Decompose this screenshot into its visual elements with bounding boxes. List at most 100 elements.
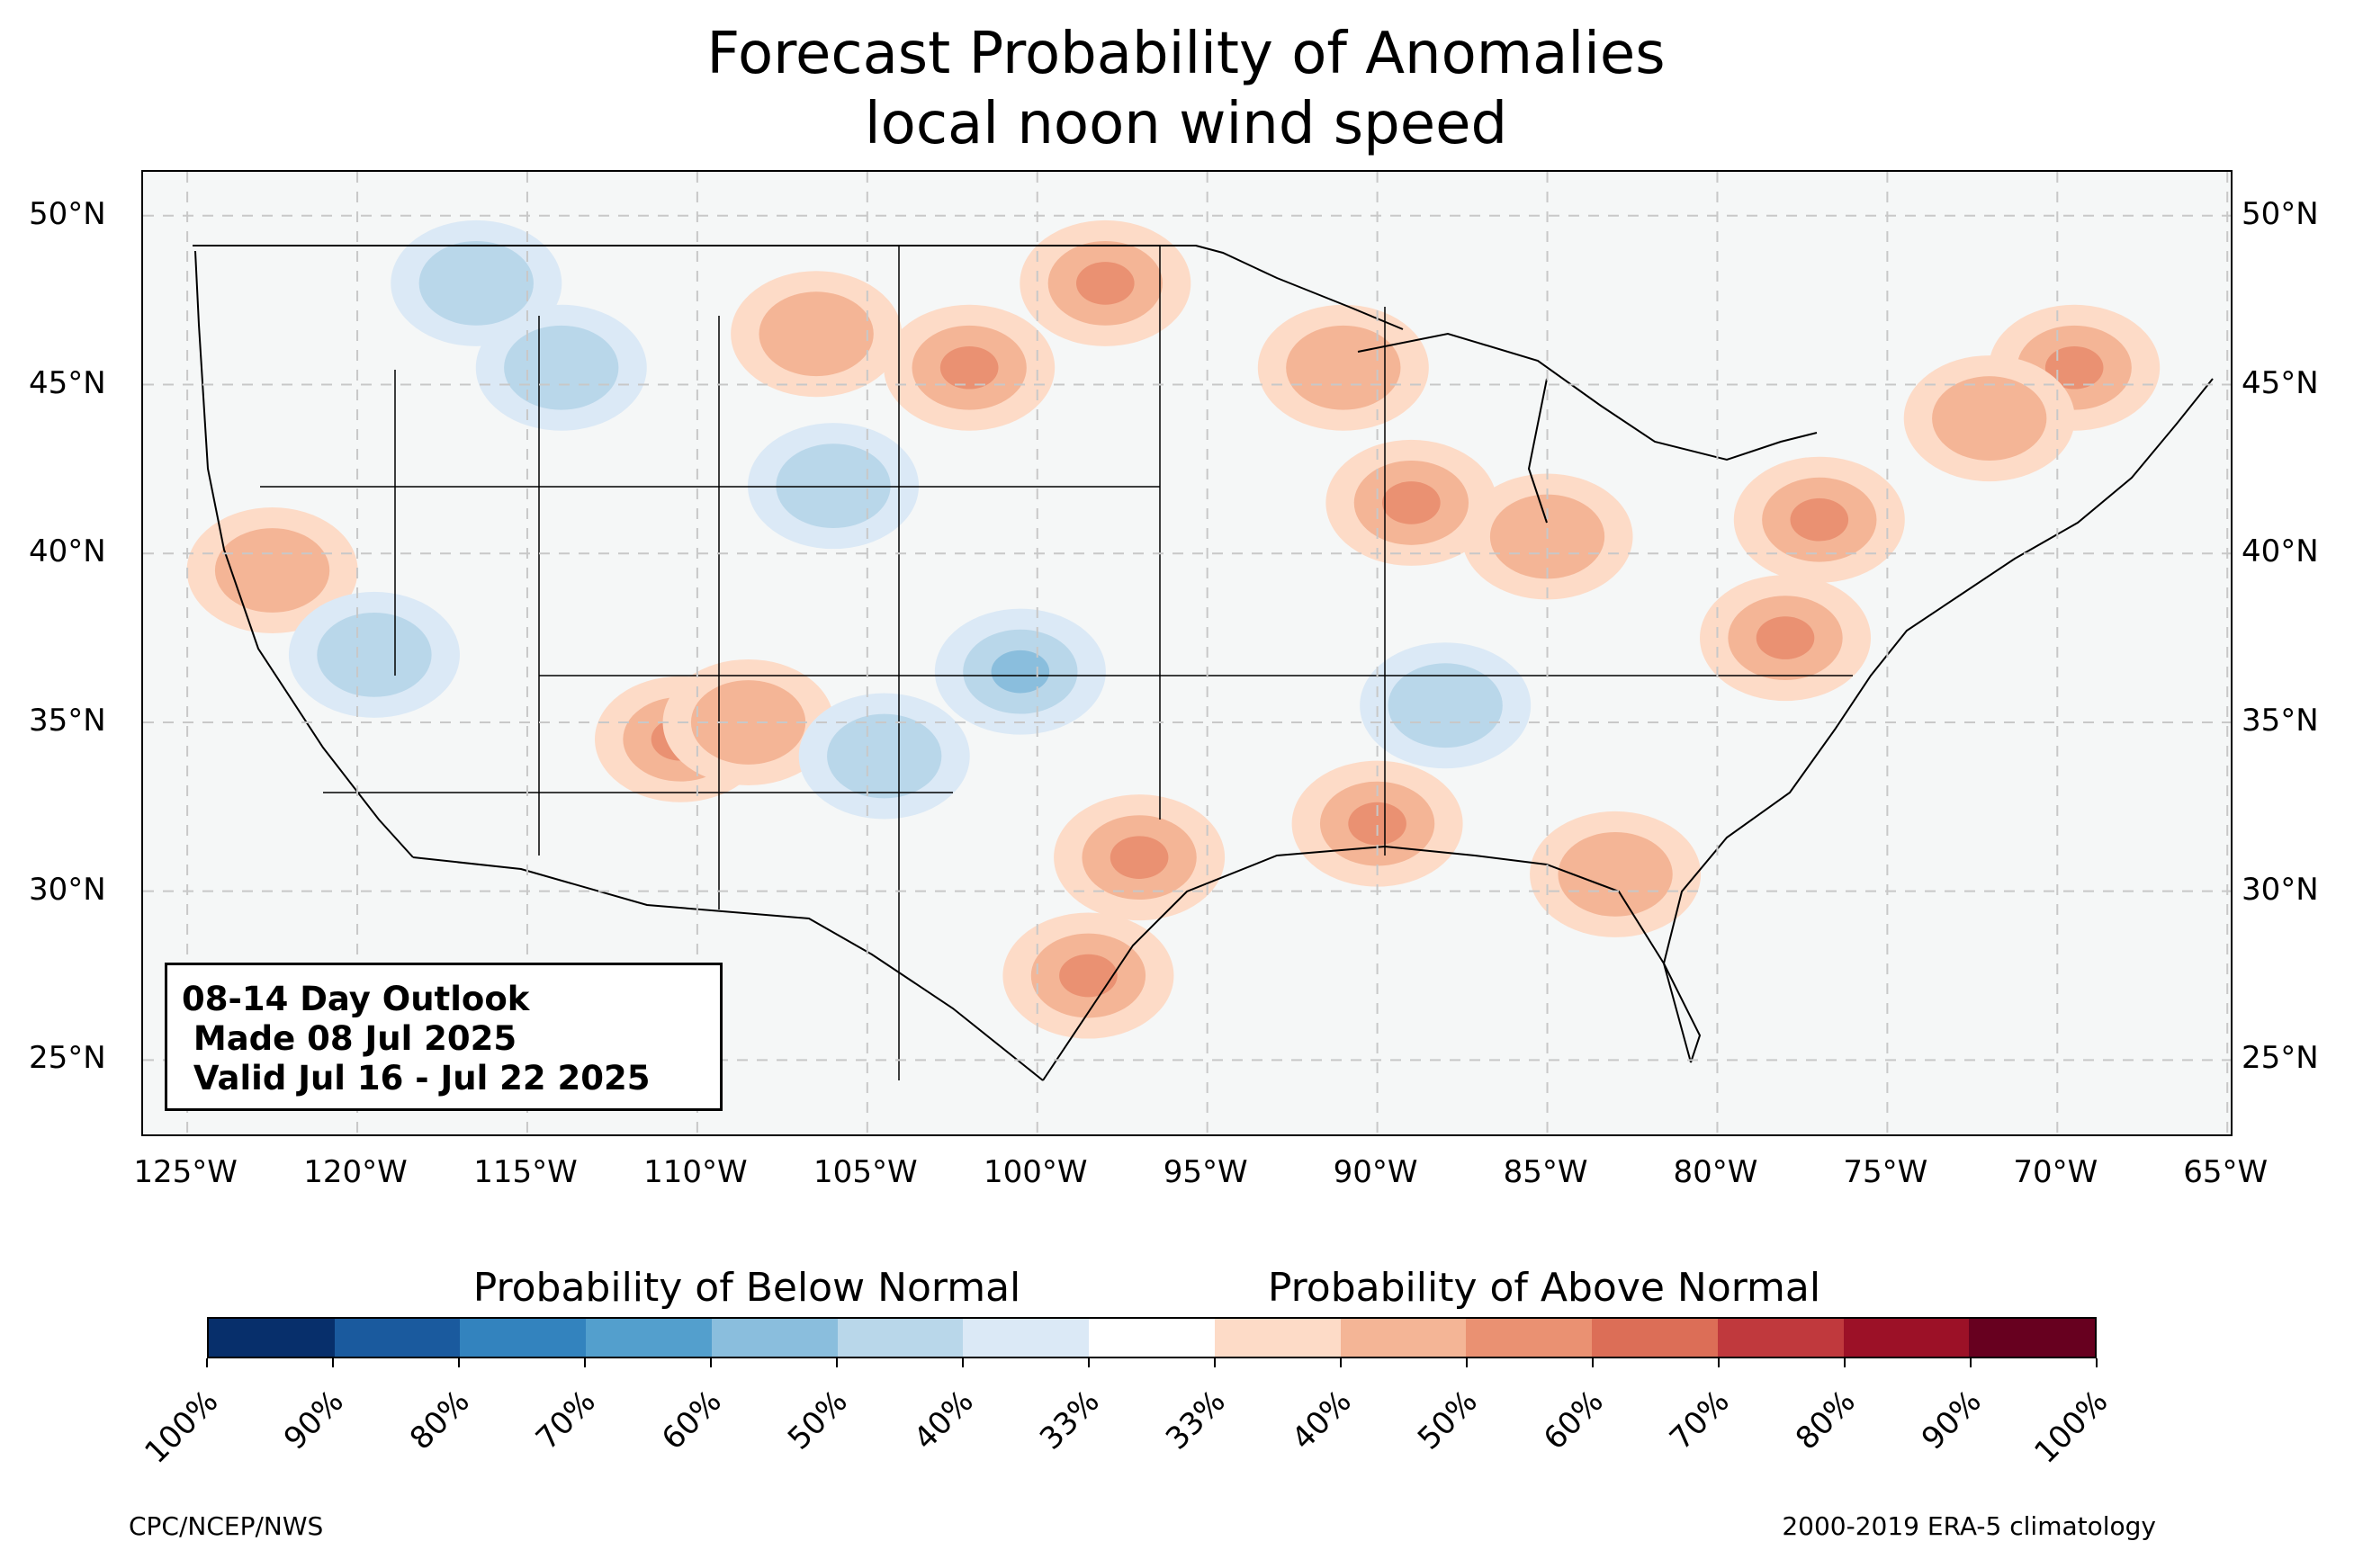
colorbar-tick xyxy=(1340,1358,1342,1367)
map-subtitle: local noon wind speed xyxy=(0,95,2372,153)
colorbar-tick xyxy=(1970,1358,1972,1367)
lat-label: 35°N xyxy=(29,705,106,736)
colorbar-tick-label: 60% xyxy=(1539,1385,1608,1455)
colorbar-tick xyxy=(458,1358,460,1367)
colorbar-tick-label: 60% xyxy=(657,1385,726,1455)
above-normal-area xyxy=(215,528,329,613)
lat-label: 35°N xyxy=(2242,705,2319,736)
below-normal-area xyxy=(317,613,431,697)
colorbar-tick xyxy=(1214,1358,1216,1367)
credit-source: CPC/NCEP/NWS xyxy=(129,1511,323,1541)
colorbar-tick-label: 33% xyxy=(1161,1385,1230,1455)
colorbar-tick xyxy=(962,1358,964,1367)
colorbar-swatch xyxy=(1844,1319,1970,1357)
east-coast xyxy=(1664,379,2213,1062)
lon-label: 90°W xyxy=(1334,1157,1418,1187)
above-normal-area xyxy=(1059,954,1118,998)
colorbar-tick-label: 40% xyxy=(909,1385,978,1455)
colorbar-tick xyxy=(584,1358,586,1367)
colorbar-tick-label: 90% xyxy=(1917,1385,1986,1455)
lon-label: 110°W xyxy=(643,1157,748,1187)
outlook-period: 08-14 Day Outlook xyxy=(182,980,720,1019)
outlook-info-box: 08-14 Day Outlook Made 08 Jul 2025 Valid… xyxy=(165,963,723,1111)
lon-label: 80°W xyxy=(1673,1157,1757,1187)
colorbar-swatch xyxy=(209,1319,335,1357)
lat-label: 30°N xyxy=(29,874,106,905)
below-normal-area xyxy=(504,326,618,410)
colorbar-tick-label: 80% xyxy=(1791,1385,1860,1455)
colorbar-tick-label: 70% xyxy=(531,1385,600,1455)
lon-label: 75°W xyxy=(1843,1157,1927,1187)
lon-label: 120°W xyxy=(303,1157,408,1187)
colorbar-tick-label: 80% xyxy=(405,1385,474,1455)
lon-label: 70°W xyxy=(2013,1157,2098,1187)
above-normal-area xyxy=(1076,262,1135,305)
colorbar-tick xyxy=(1844,1358,1846,1367)
map-title: Forecast Probability of Anomalies xyxy=(0,25,2372,83)
lat-label: 45°N xyxy=(2242,368,2319,399)
anomaly-layer xyxy=(187,220,2161,1039)
colorbar-swatch xyxy=(1466,1319,1592,1357)
below-normal-area xyxy=(776,444,890,528)
colorbar-swatch xyxy=(1215,1319,1341,1357)
colorbar-tick-label: 50% xyxy=(783,1385,852,1455)
above-normal-area xyxy=(1932,376,2046,461)
above-normal-area xyxy=(1286,326,1400,410)
great-lakes xyxy=(1358,334,1817,460)
colorbar-tick-label: 70% xyxy=(1665,1385,1734,1455)
colorbar-above-heading: Probability of Above Normal xyxy=(1268,1268,1820,1308)
lon-label: 105°W xyxy=(813,1157,918,1187)
colorbar-swatch xyxy=(586,1319,712,1357)
colorbar-swatch xyxy=(963,1319,1089,1357)
lon-label: 65°W xyxy=(2183,1157,2268,1187)
lon-label: 125°W xyxy=(133,1157,238,1187)
colorbar-swatch xyxy=(1592,1319,1718,1357)
above-normal-area xyxy=(1791,498,1849,542)
colorbar-swatch xyxy=(1341,1319,1467,1357)
above-normal-area xyxy=(940,346,999,390)
colorbar-tick-label: 90% xyxy=(279,1385,348,1455)
outlook-valid-range: Valid Jul 16 - Jul 22 2025 xyxy=(182,1059,720,1098)
lat-label: 45°N xyxy=(29,368,106,399)
colorbar-swatch xyxy=(838,1319,964,1357)
lat-label: 50°N xyxy=(29,199,106,229)
colorbar-below-heading: Probability of Below Normal xyxy=(473,1268,1021,1308)
lon-label: 115°W xyxy=(473,1157,578,1187)
colorbar-tick xyxy=(1718,1358,1720,1367)
colorbar-swatch xyxy=(1718,1319,1844,1357)
colorbar-tick-label: 50% xyxy=(1413,1385,1482,1455)
above-normal-area xyxy=(759,291,873,376)
outlook-made-date: Made 08 Jul 2025 xyxy=(182,1019,720,1059)
lat-label: 25°N xyxy=(29,1043,106,1073)
above-normal-area xyxy=(1110,836,1169,879)
below-normal-area xyxy=(992,650,1050,694)
colorbar-tick xyxy=(1466,1358,1468,1367)
colorbar-tick xyxy=(836,1358,838,1367)
below-normal-area xyxy=(827,714,941,799)
lat-label: 40°N xyxy=(2242,536,2319,567)
above-normal-area xyxy=(691,680,805,765)
colorbar-swatch xyxy=(335,1319,461,1357)
lon-label: 100°W xyxy=(984,1157,1088,1187)
lon-label: 85°W xyxy=(1504,1157,1588,1187)
colorbar-tick-label: 33% xyxy=(1035,1385,1104,1455)
lat-label: 25°N xyxy=(2242,1043,2319,1073)
colorbar-swatch xyxy=(1089,1319,1215,1357)
above-normal-area xyxy=(1382,481,1441,524)
colorbar-tick xyxy=(710,1358,712,1367)
colorbar-tick xyxy=(1088,1358,1090,1367)
below-normal-area xyxy=(419,241,534,326)
colorbar-swatch xyxy=(712,1319,838,1357)
colorbar-tick xyxy=(1592,1358,1594,1367)
colorbar-tick-label: 100% xyxy=(2029,1385,2113,1469)
above-normal-area xyxy=(1757,616,1815,659)
colorbar-swatch xyxy=(1969,1319,2095,1357)
colorbar-tick xyxy=(206,1358,208,1367)
colorbar-tick-label: 40% xyxy=(1287,1385,1356,1455)
colorbar-tick xyxy=(332,1358,334,1367)
colorbar-tick-label: 100% xyxy=(139,1385,223,1469)
colorbar xyxy=(207,1317,2097,1358)
colorbar-tick xyxy=(2096,1358,2098,1367)
colorbar-swatch xyxy=(460,1319,586,1357)
lon-label: 95°W xyxy=(1164,1157,1248,1187)
